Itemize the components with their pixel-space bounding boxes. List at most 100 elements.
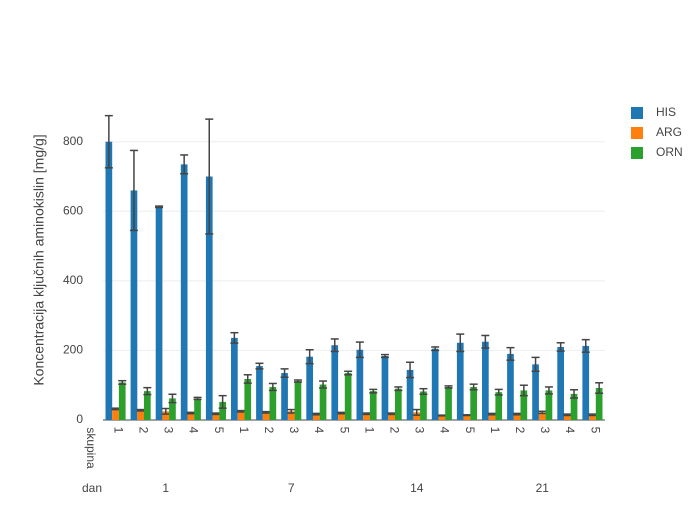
bar xyxy=(155,206,163,420)
bar xyxy=(244,378,252,420)
error-bar xyxy=(180,154,189,175)
bar xyxy=(287,411,295,420)
bar xyxy=(381,356,389,420)
error-bar xyxy=(136,408,145,412)
error-bar xyxy=(488,412,497,416)
error-bar xyxy=(218,394,227,409)
x-outer-title: dan xyxy=(82,481,102,495)
x-tick-label: 1 xyxy=(488,427,502,434)
bar xyxy=(470,386,477,420)
bar xyxy=(194,398,201,420)
bar xyxy=(431,348,439,420)
x-group-label: 1 xyxy=(162,481,169,495)
bar xyxy=(105,141,113,420)
bar xyxy=(356,349,364,420)
legend-swatch xyxy=(631,147,643,159)
error-bar xyxy=(387,412,396,416)
bar xyxy=(162,411,170,420)
error-bar xyxy=(481,334,490,349)
error-bar xyxy=(362,412,371,416)
legend-swatch xyxy=(631,127,643,139)
error-bar xyxy=(319,380,328,389)
error-bar xyxy=(513,412,522,416)
x-tick-label: 2 xyxy=(513,427,527,434)
bar xyxy=(118,382,126,420)
error-bar xyxy=(369,388,378,394)
error-bar xyxy=(330,338,339,353)
y-tick-label: 200 xyxy=(63,343,83,357)
error-bar xyxy=(243,374,252,384)
bar xyxy=(130,190,138,420)
x-tick-label: 2 xyxy=(136,427,150,434)
bar xyxy=(137,410,144,420)
bar xyxy=(237,411,245,420)
bar xyxy=(456,342,464,420)
bar xyxy=(205,176,213,420)
bar xyxy=(212,413,220,420)
error-bar xyxy=(262,410,271,414)
bar xyxy=(570,393,578,420)
error-bar xyxy=(494,388,503,396)
y-tick-label: 600 xyxy=(63,203,83,217)
bar xyxy=(445,386,452,420)
bar xyxy=(331,345,339,420)
error-bar xyxy=(237,409,246,413)
error-bar xyxy=(280,368,289,378)
bar xyxy=(394,388,402,420)
y-tick-label: 400 xyxy=(63,273,83,287)
error-bar xyxy=(538,410,547,415)
error-bar xyxy=(305,348,314,365)
bar xyxy=(520,390,528,420)
x-tick-label: 1 xyxy=(237,427,251,434)
legend-label: ARG xyxy=(656,125,682,139)
x-tick-label: 5 xyxy=(463,427,477,434)
bar xyxy=(112,408,119,420)
bar xyxy=(482,341,489,420)
error-bar xyxy=(544,386,553,395)
bar xyxy=(557,346,565,420)
error-bar xyxy=(595,382,604,394)
error-bar xyxy=(581,338,590,353)
x-tick-label: 3 xyxy=(287,427,301,434)
x-tick-label: 3 xyxy=(413,427,427,434)
bar xyxy=(589,414,596,420)
bar xyxy=(513,414,521,420)
bar xyxy=(545,390,553,420)
error-bar xyxy=(268,382,277,392)
bar xyxy=(413,412,421,420)
error-bar xyxy=(344,370,353,376)
bar xyxy=(180,164,188,420)
x-group-label: 14 xyxy=(410,481,424,495)
bar xyxy=(344,373,352,420)
bar xyxy=(281,373,288,420)
x-tick-label: 4 xyxy=(312,427,326,434)
x-tick-label: 2 xyxy=(262,427,276,434)
bar xyxy=(319,384,327,420)
bar xyxy=(219,401,226,420)
error-bar xyxy=(406,361,415,379)
y-tick-label: 0 xyxy=(76,412,83,426)
error-bar xyxy=(380,353,389,359)
error-bar xyxy=(118,379,127,385)
y-axis-title: Koncentracija ključnih aminokislin [mg/g… xyxy=(31,134,47,385)
error-bar xyxy=(506,346,515,361)
bar xyxy=(313,414,320,420)
error-bar xyxy=(588,413,597,417)
error-bar xyxy=(312,412,321,416)
bar xyxy=(582,345,590,420)
bar xyxy=(187,413,195,420)
error-bar xyxy=(531,356,540,373)
error-bar xyxy=(293,379,302,383)
error-bar xyxy=(230,331,239,344)
error-bar xyxy=(111,407,120,411)
bar xyxy=(231,337,238,420)
y-tick-label: 800 xyxy=(63,134,83,148)
bar xyxy=(306,356,314,420)
bar xyxy=(495,392,503,420)
bar xyxy=(256,366,263,420)
x-tick-label: 3 xyxy=(162,427,176,434)
error-bar xyxy=(255,362,264,370)
error-bar xyxy=(355,341,364,359)
x-tick-label: 1 xyxy=(362,427,376,434)
